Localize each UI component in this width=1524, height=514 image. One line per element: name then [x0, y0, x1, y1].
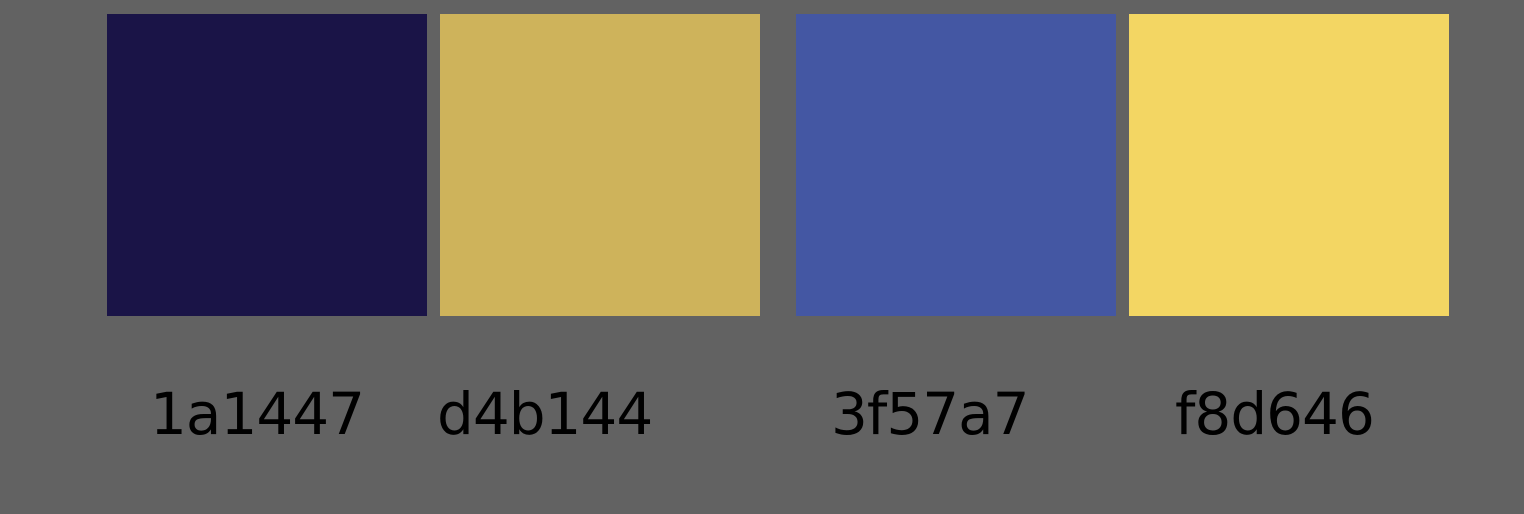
color-hex-label: f8d646 — [1175, 380, 1375, 448]
color-swatch-f8d646 — [1129, 14, 1449, 316]
color-hex-label: d4b144 — [437, 380, 653, 448]
color-swatch-1a1447 — [107, 14, 427, 316]
color-swatch-d4b144 — [440, 14, 760, 316]
color-hex-label: 3f57a7 — [831, 380, 1030, 448]
color-swatch-3f57a7 — [796, 14, 1116, 316]
color-hex-label: 1a1447 — [150, 380, 365, 448]
